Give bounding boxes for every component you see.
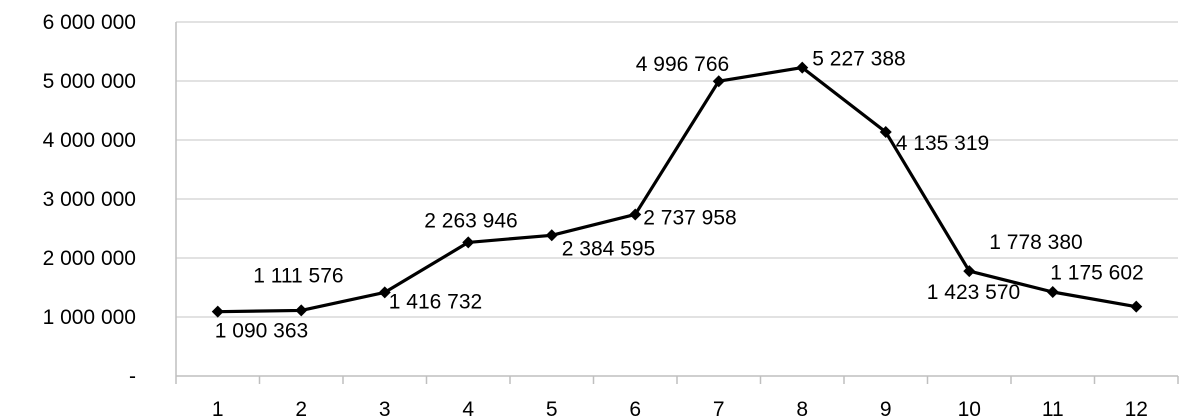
data-labels: 1 090 363 1 111 576 1 416 732 2 263 946 2 38… [215, 48, 1144, 343]
y-tick-label: 2 000 000 [43, 247, 136, 270]
x-tick-label: 11 [1042, 398, 1064, 420]
series-line [217, 65, 1137, 314]
y-tick-label: 4 000 000 [43, 129, 136, 152]
x-tick-label: 6 [629, 398, 641, 420]
data-point-marker [879, 126, 892, 139]
x-tick-label: 7 [713, 398, 725, 420]
data-label: 1 111 576 [253, 264, 343, 287]
series [211, 61, 1143, 318]
data-label: 1 175 602 [1050, 262, 1143, 285]
y-tick-label: 3 000 000 [43, 188, 136, 211]
x-axis-tick-labels: 1 2 3 4 5 6 7 8 9 10 11 12 [212, 398, 1148, 420]
data-point-marker [712, 75, 725, 88]
data-point-marker [462, 236, 475, 249]
data-point-marker [1130, 300, 1143, 313]
data-point-marker [378, 286, 391, 299]
data-label: 4 135 319 [896, 132, 989, 155]
data-label: 1 778 380 [989, 231, 1082, 254]
data-label: 1 090 363 [215, 320, 308, 343]
x-tick-label: 5 [546, 398, 558, 420]
data-point-marker [963, 265, 976, 278]
data-point-marker [211, 305, 224, 318]
x-tick-label: 12 [1125, 398, 1148, 420]
data-point-marker [796, 61, 809, 74]
x-tick-label: 9 [880, 398, 892, 420]
x-tick-label: 2 [295, 398, 307, 420]
data-label: 4 996 766 [636, 53, 729, 76]
x-tick-label: 10 [958, 398, 981, 420]
y-axis-tick-labels: - 1 000 000 2 000 000 3 000 000 4 000 000 5 0… [43, 11, 136, 388]
x-tick-label: 8 [796, 398, 808, 420]
data-point-marker [295, 304, 308, 317]
data-label: 1 423 570 [927, 281, 1020, 304]
data-point-marker [1046, 286, 1059, 299]
gridlines [176, 21, 1178, 318]
y-tick-label: - [129, 365, 136, 388]
y-tick-label: 1 000 000 [43, 306, 136, 329]
data-point-marker [545, 229, 558, 242]
x-tick-label: 1 [212, 398, 224, 420]
data-label: 2 263 946 [424, 209, 517, 232]
x-tick-label: 4 [462, 398, 474, 420]
data-label: 5 227 388 [812, 48, 905, 71]
axes [175, 22, 1179, 384]
data-label: 1 416 732 [389, 290, 482, 313]
data-label: 2 737 958 [643, 206, 736, 229]
y-tick-label: 5 000 000 [43, 70, 136, 93]
x-tick-label: 3 [379, 398, 391, 420]
data-label: 2 384 595 [562, 237, 655, 260]
y-tick-label: 6 000 000 [43, 11, 136, 34]
data-point-marker [629, 208, 642, 221]
